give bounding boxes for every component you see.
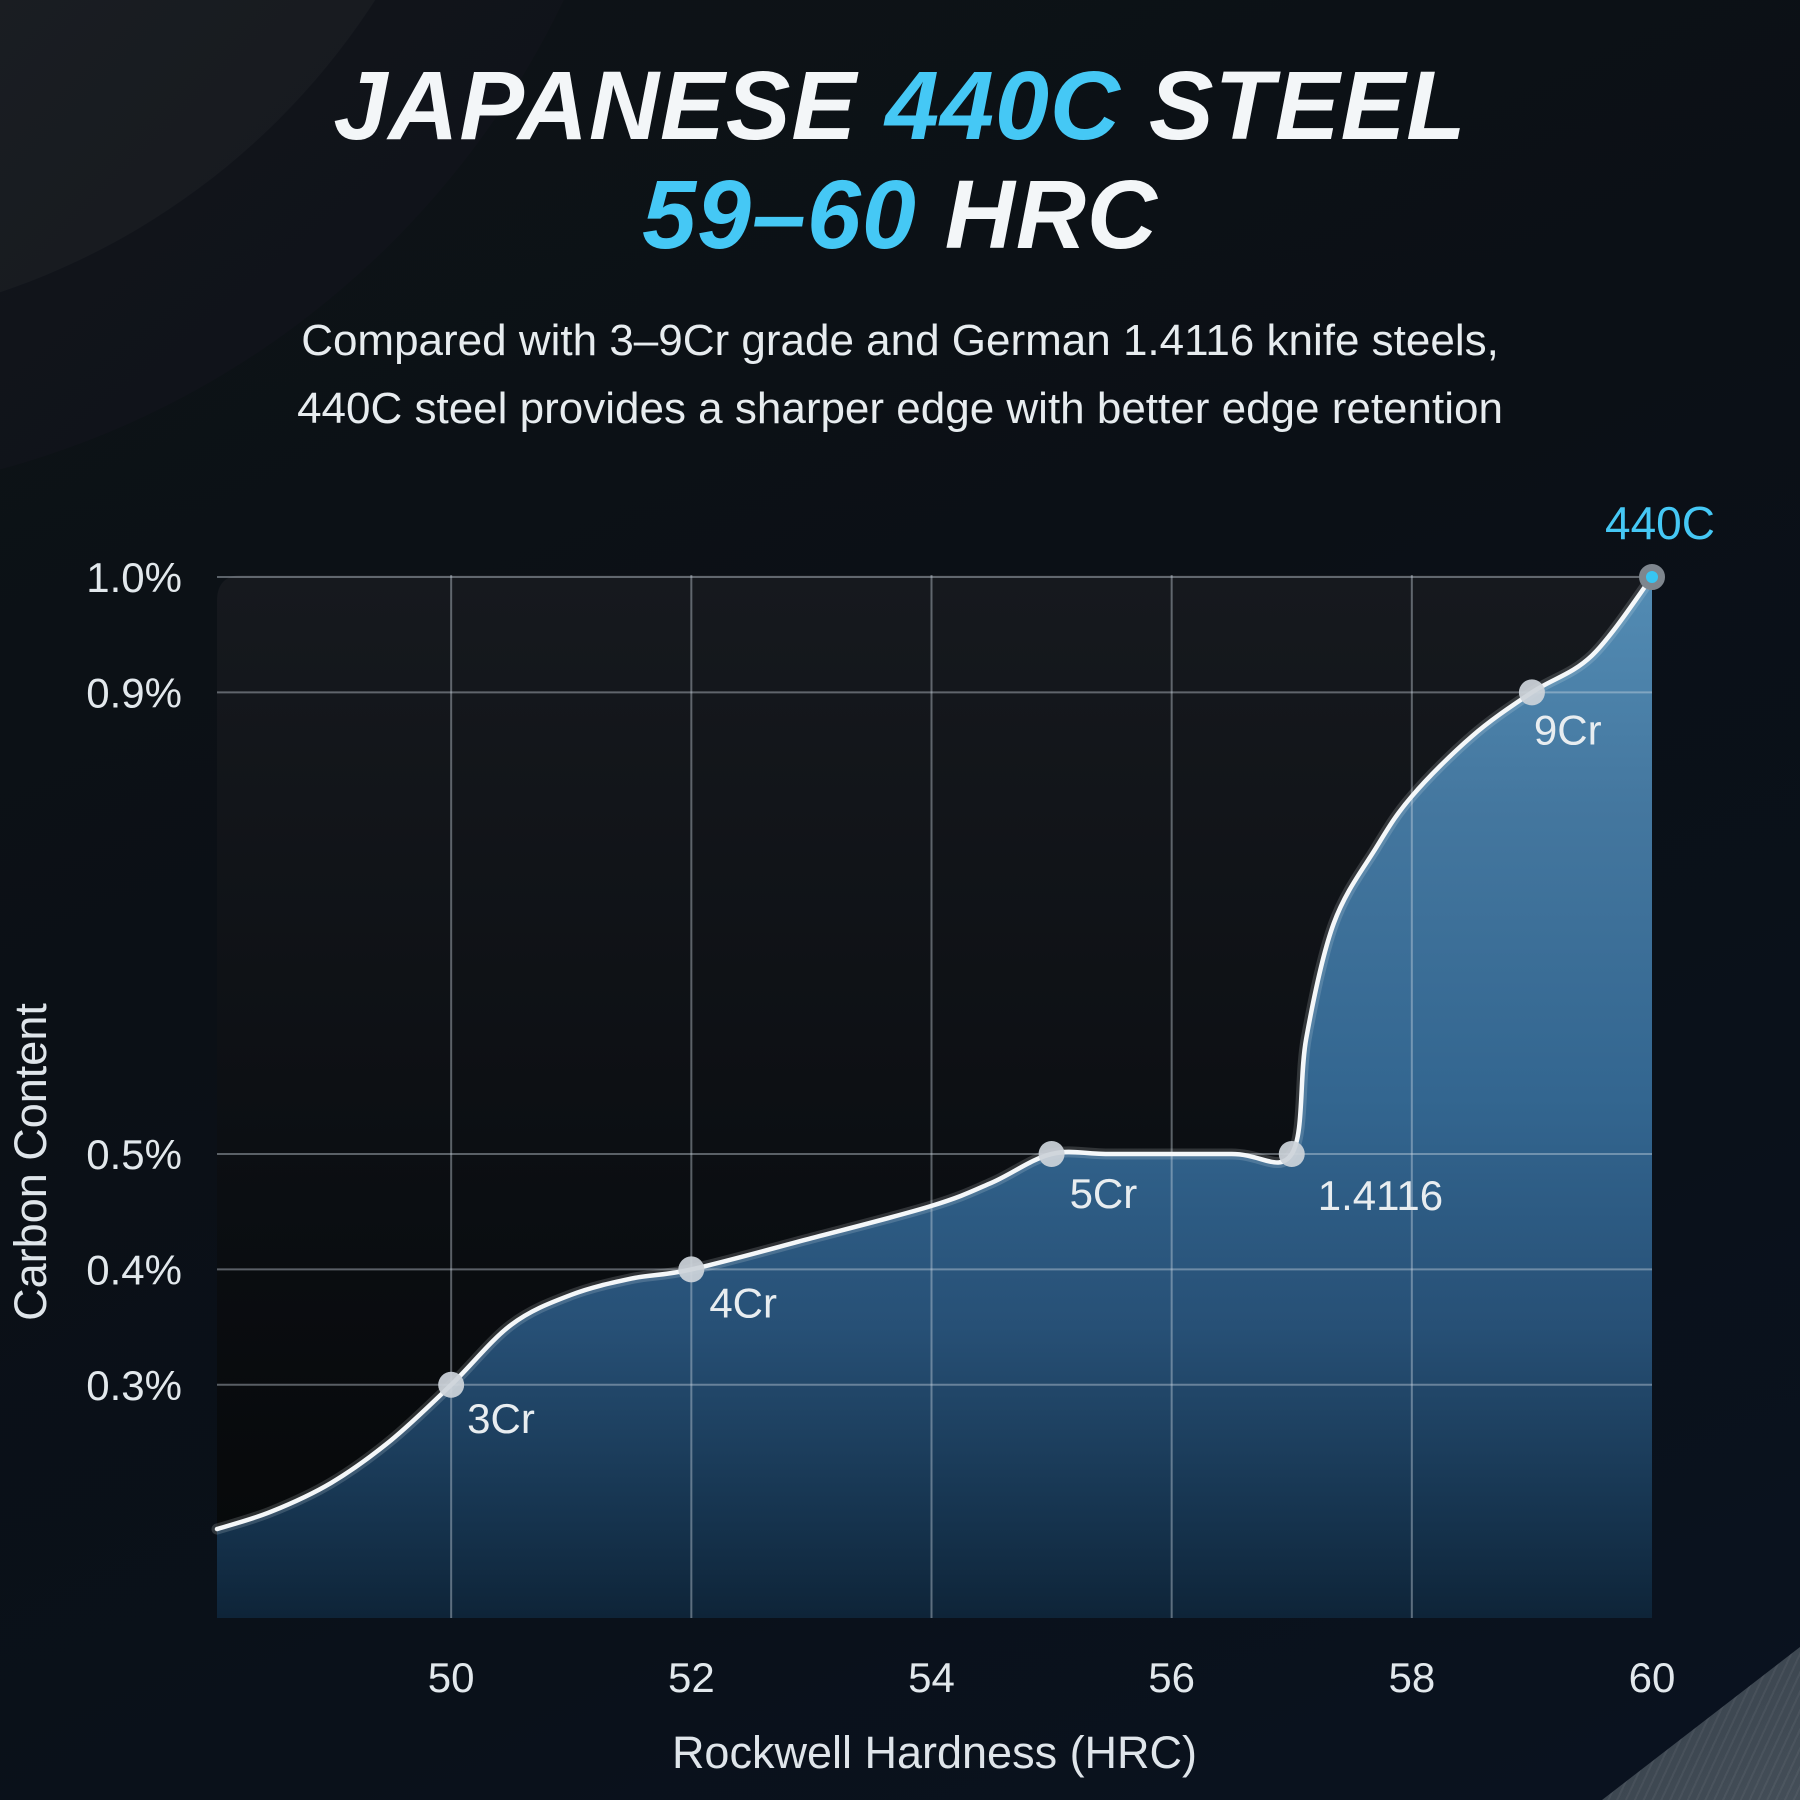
subtitle-line-2: 440C steel provides a sharper edge with … [297,384,1503,434]
point-label-1.4116: 1.4116 [1318,1172,1443,1219]
data-point-3Cr [438,1371,465,1398]
x-tick-50: 50 [428,1654,475,1701]
point-label-440C: 440C [1605,497,1715,549]
x-tick-52: 52 [668,1654,715,1701]
x-tick-54: 54 [908,1654,955,1701]
subtitle-line-1: Compared with 3–9Cr grade and German 1.4… [301,316,1499,366]
x-tick-58: 58 [1388,1654,1435,1701]
y-axis-title: Carbon Content [5,1003,56,1321]
y-tick-0.9%: 0.9% [86,669,182,716]
point-label-9Cr: 9Cr [1534,706,1602,753]
y-tick-0.5%: 0.5% [86,1131,182,1178]
x-tick-60: 60 [1629,1654,1676,1701]
title-text: STEEL [1120,51,1467,160]
data-point-1.4116 [1278,1141,1305,1167]
data-point-5Cr [1038,1141,1065,1167]
y-tick-0.3%: 0.3% [86,1362,182,1409]
subtitle: Compared with 3–9Cr grade and German 1.4… [0,307,1800,443]
point-label-4Cr: 4Cr [709,1279,777,1326]
title-text: HRC [916,159,1158,269]
header: JAPANESE 440C STEEL 59–60 HRC Compared w… [0,51,1800,444]
title-line-1: JAPANESE 440C STEEL [0,51,1800,161]
data-point-4Cr [678,1256,705,1283]
y-tick-1.0%: 1.0% [86,554,182,601]
title-accent-440c: 440C [885,51,1121,160]
x-axis-title: Rockwell Hardness (HRC) [672,1727,1197,1778]
data-point-440C [1639,564,1665,590]
title-text: JAPANESE [333,51,886,160]
data-point-9Cr [1518,679,1545,706]
area-fill [217,577,1652,1618]
page-title: JAPANESE 440C STEEL 59–60 HRC [0,51,1800,270]
y-tick-0.4%: 0.4% [86,1246,182,1293]
point-label-3Cr: 3Cr [467,1395,535,1442]
title-accent-hrc-range: 59–60 [642,159,917,269]
point-label-5Cr: 5Cr [1070,1170,1138,1217]
title-line-2: 59–60 HRC [0,159,1800,270]
x-tick-56: 56 [1148,1654,1195,1701]
